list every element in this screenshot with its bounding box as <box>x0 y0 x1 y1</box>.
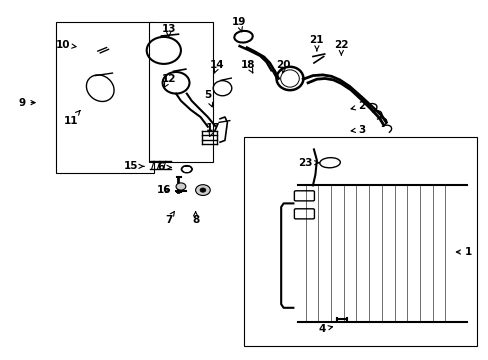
Text: 14: 14 <box>210 60 224 73</box>
Text: 18: 18 <box>241 60 255 73</box>
Text: 13: 13 <box>161 24 176 37</box>
Text: 7: 7 <box>164 211 174 225</box>
Text: 6: 6 <box>158 162 171 172</box>
Text: 22: 22 <box>333 40 348 55</box>
Text: 10: 10 <box>55 40 76 50</box>
Text: 20: 20 <box>276 60 290 73</box>
Text: 19: 19 <box>231 17 245 32</box>
Text: 8: 8 <box>192 212 199 225</box>
Text: 9: 9 <box>19 98 35 108</box>
Circle shape <box>195 185 210 195</box>
Text: 21: 21 <box>309 35 324 51</box>
Bar <box>149 22 212 162</box>
Circle shape <box>200 188 205 192</box>
Text: 5: 5 <box>204 90 212 107</box>
Text: 16: 16 <box>156 185 171 195</box>
Text: 3: 3 <box>350 125 365 135</box>
Text: 4: 4 <box>317 324 332 334</box>
Text: 17: 17 <box>205 123 220 136</box>
Text: 15: 15 <box>123 161 143 171</box>
Text: 12: 12 <box>161 74 176 87</box>
Text: 23: 23 <box>298 158 318 168</box>
Text: 2: 2 <box>350 101 365 111</box>
Circle shape <box>176 183 185 190</box>
Bar <box>56 22 154 173</box>
Bar <box>244 137 476 346</box>
Text: 11: 11 <box>63 111 80 126</box>
Text: 1: 1 <box>455 247 471 257</box>
